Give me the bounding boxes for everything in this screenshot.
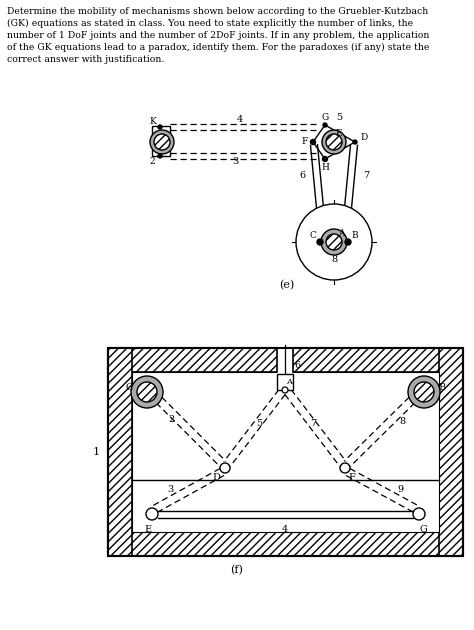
Text: H: H bbox=[321, 163, 329, 171]
Circle shape bbox=[150, 130, 174, 154]
Text: F: F bbox=[302, 137, 308, 147]
Text: A: A bbox=[338, 229, 344, 238]
Text: C: C bbox=[310, 231, 317, 239]
Text: A: A bbox=[286, 378, 292, 386]
Text: K: K bbox=[150, 118, 156, 127]
Text: 2: 2 bbox=[169, 416, 175, 425]
Circle shape bbox=[414, 382, 434, 402]
Circle shape bbox=[353, 140, 357, 144]
Text: 4: 4 bbox=[282, 525, 288, 534]
Bar bbox=[108, 348, 463, 556]
Text: 5: 5 bbox=[336, 113, 342, 122]
Text: C: C bbox=[125, 384, 133, 392]
Text: 7: 7 bbox=[363, 171, 369, 181]
Circle shape bbox=[323, 123, 327, 127]
Circle shape bbox=[340, 463, 350, 473]
Circle shape bbox=[408, 376, 440, 408]
Circle shape bbox=[310, 139, 316, 144]
Text: F: F bbox=[348, 474, 356, 483]
Circle shape bbox=[158, 154, 162, 158]
Text: B: B bbox=[438, 384, 446, 392]
Circle shape bbox=[413, 508, 425, 520]
Text: G: G bbox=[419, 525, 427, 534]
Bar bbox=[108, 348, 132, 556]
Bar bbox=[132, 372, 439, 532]
Circle shape bbox=[326, 134, 342, 150]
Circle shape bbox=[146, 508, 158, 520]
Text: 2: 2 bbox=[149, 156, 155, 166]
Bar bbox=[277, 374, 293, 390]
Circle shape bbox=[326, 234, 342, 250]
Text: 8: 8 bbox=[399, 418, 405, 427]
Text: E: E bbox=[145, 525, 152, 534]
Circle shape bbox=[137, 382, 157, 402]
Circle shape bbox=[317, 239, 323, 245]
Circle shape bbox=[282, 387, 288, 393]
Text: (e): (e) bbox=[279, 280, 295, 290]
Text: 5: 5 bbox=[256, 420, 262, 428]
Bar bbox=[277, 346, 293, 374]
Text: B: B bbox=[352, 231, 358, 239]
Circle shape bbox=[322, 156, 328, 161]
Circle shape bbox=[345, 239, 351, 245]
Text: 8: 8 bbox=[331, 256, 337, 265]
Text: 7: 7 bbox=[310, 420, 316, 428]
Circle shape bbox=[131, 376, 163, 408]
Bar bbox=[108, 348, 463, 372]
Circle shape bbox=[154, 134, 170, 150]
Text: 9: 9 bbox=[397, 484, 403, 493]
Bar bbox=[108, 348, 463, 556]
Text: 3: 3 bbox=[232, 158, 238, 166]
Bar bbox=[152, 126, 170, 156]
Text: 6: 6 bbox=[294, 362, 300, 370]
Text: E: E bbox=[336, 130, 342, 139]
Bar bbox=[439, 348, 463, 556]
Circle shape bbox=[158, 125, 162, 129]
Text: Determine the mobility of mechanisms shown below according to the Gruebler-Kutzb: Determine the mobility of mechanisms sho… bbox=[7, 7, 429, 64]
Circle shape bbox=[220, 463, 230, 473]
Text: 6: 6 bbox=[299, 171, 305, 181]
Circle shape bbox=[322, 130, 346, 154]
Circle shape bbox=[296, 204, 372, 280]
Text: G: G bbox=[321, 113, 328, 122]
Bar bbox=[108, 532, 463, 556]
Text: 3: 3 bbox=[167, 484, 173, 493]
Text: D: D bbox=[360, 134, 368, 142]
Circle shape bbox=[321, 229, 347, 255]
Text: 4: 4 bbox=[237, 115, 243, 125]
Text: D: D bbox=[212, 474, 220, 483]
Text: (f): (f) bbox=[230, 565, 244, 575]
Text: 1: 1 bbox=[92, 447, 100, 457]
